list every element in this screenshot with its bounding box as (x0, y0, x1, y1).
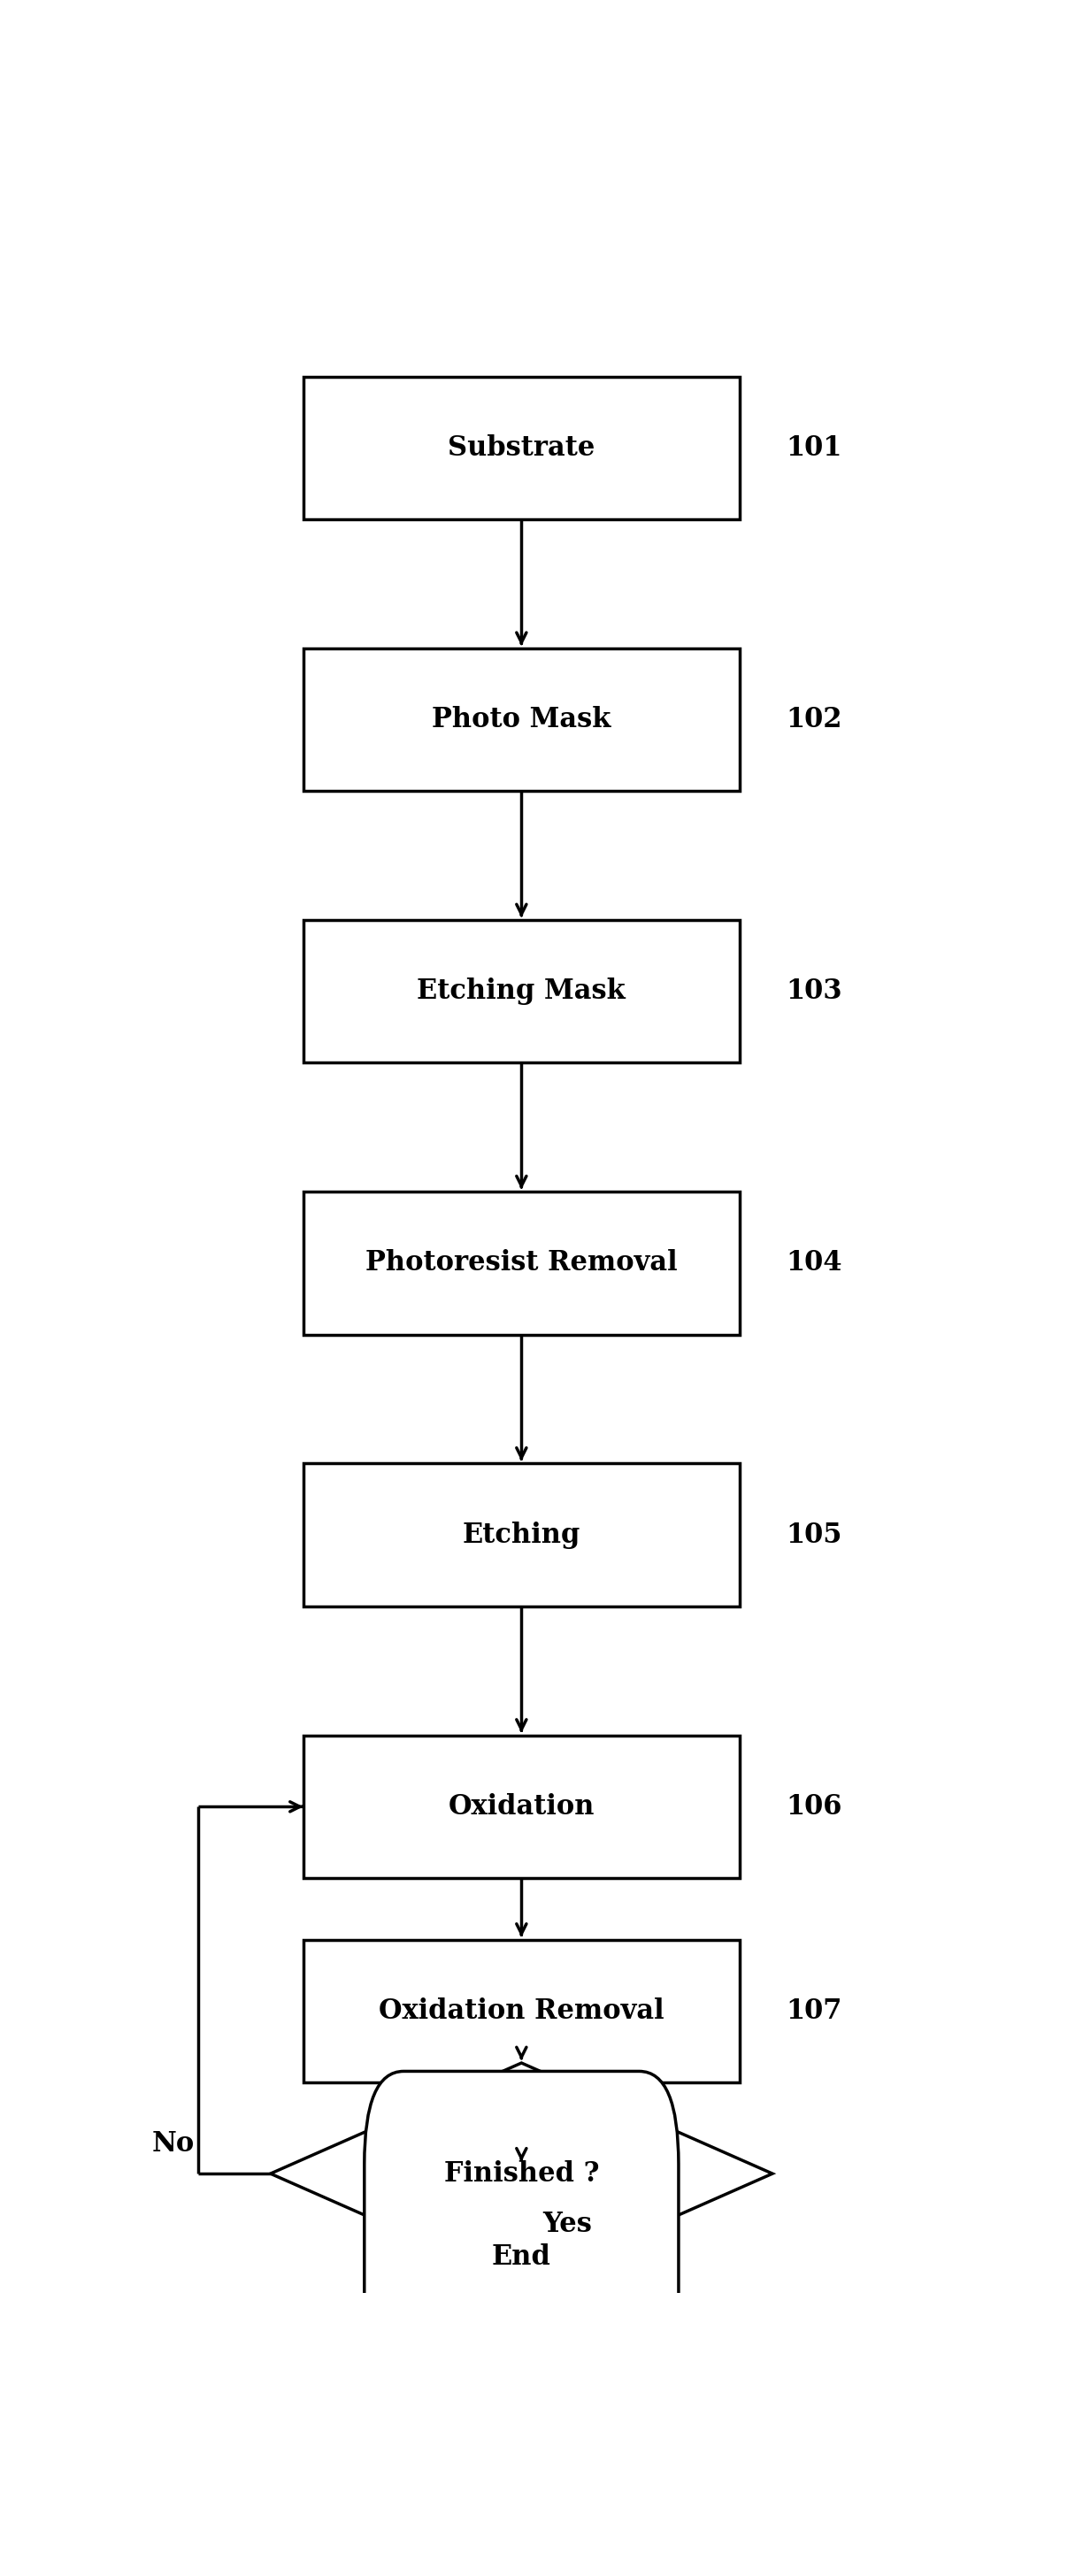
Text: 103: 103 (786, 979, 843, 1005)
Text: Oxidation: Oxidation (448, 1793, 595, 1821)
Text: Etching: Etching (462, 1522, 580, 1548)
Bar (303, 1463, 740, 1607)
Bar (303, 1193, 740, 1334)
Text: 102: 102 (786, 706, 843, 734)
Text: 104: 104 (786, 1249, 843, 1278)
Text: 106: 106 (786, 1793, 841, 1821)
Text: 101: 101 (786, 435, 841, 461)
Text: Photo Mask: Photo Mask (432, 706, 611, 734)
Text: Substrate: Substrate (448, 435, 595, 461)
Text: No: No (152, 2130, 194, 2159)
Text: Oxidation Removal: Oxidation Removal (379, 1996, 664, 2025)
Text: Photoresist Removal: Photoresist Removal (365, 1249, 678, 1278)
Polygon shape (271, 2063, 772, 2285)
Bar (303, 1940, 740, 2081)
Text: Finished ?: Finished ? (444, 2159, 599, 2187)
Text: 105: 105 (786, 1522, 841, 1548)
Bar (303, 1736, 740, 1878)
Text: End: End (492, 2244, 551, 2269)
Bar (303, 376, 740, 520)
FancyBboxPatch shape (364, 2071, 679, 2442)
Bar (303, 649, 740, 791)
Text: Etching Mask: Etching Mask (417, 979, 626, 1005)
Bar (303, 920, 740, 1064)
Text: 107: 107 (786, 1996, 841, 2025)
Text: Yes: Yes (543, 2210, 592, 2239)
